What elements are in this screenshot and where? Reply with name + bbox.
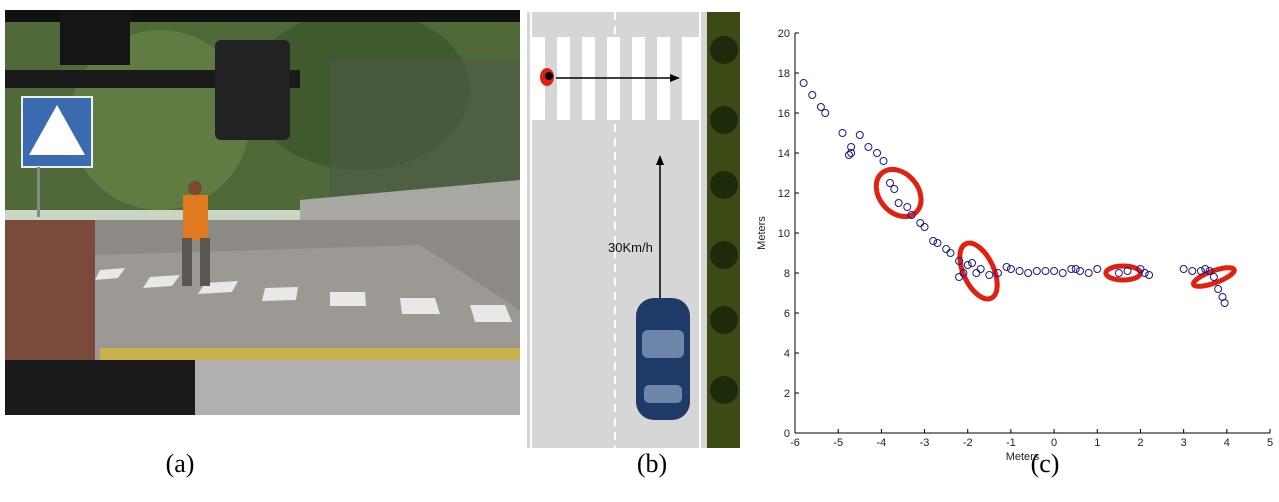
x-tick-label: 2 [1137, 437, 1143, 449]
point [968, 259, 977, 267]
point [894, 199, 903, 207]
photo [5, 10, 520, 415]
point [838, 129, 847, 137]
point [1205, 267, 1214, 275]
point [1196, 267, 1205, 275]
point [1006, 265, 1015, 273]
point [959, 269, 968, 277]
point [844, 151, 853, 159]
point [847, 149, 856, 157]
y-tick-label: 16 [778, 108, 790, 120]
y-tick-label: 12 [778, 188, 790, 200]
speed-label: 30Km/h [608, 240, 653, 255]
point [929, 237, 938, 245]
uncertainty-ellipse [1190, 265, 1237, 289]
caption: (a) [166, 449, 195, 478]
point [1015, 267, 1024, 275]
x-tick-label: -5 [833, 437, 843, 449]
point [993, 269, 1002, 277]
x-tick-label: 3 [1181, 437, 1187, 449]
point [1209, 273, 1218, 281]
point [1114, 269, 1123, 277]
point [1050, 267, 1059, 275]
x-axis-label: Meters [1006, 451, 1040, 463]
point [985, 271, 994, 279]
caption: (b) [637, 449, 667, 478]
point [907, 211, 916, 219]
y-tick-label: 20 [778, 28, 790, 40]
y-tick-label: 6 [784, 308, 790, 320]
point [955, 257, 964, 265]
point [972, 269, 981, 277]
x-tick-label: -3 [920, 437, 930, 449]
point [1032, 267, 1041, 275]
point [1214, 285, 1223, 293]
x-tick-label: 1 [1094, 437, 1100, 449]
x-tick-label: -4 [876, 437, 886, 449]
y-axis-label: Meters [756, 216, 768, 250]
point [816, 103, 825, 111]
point [799, 79, 808, 87]
point [1024, 269, 1033, 277]
point [1145, 271, 1154, 279]
x-tick-label: 4 [1224, 437, 1230, 449]
point [1067, 265, 1076, 273]
y-tick-label: 4 [784, 348, 790, 360]
scatter-chart: -6 -5 -4 -3 -2 -1 0 1 2 3 4 502468101214161820Meter… [756, 28, 1273, 463]
point [1179, 265, 1188, 273]
point [963, 261, 972, 269]
point [1084, 269, 1093, 277]
point [933, 239, 942, 247]
point [1076, 267, 1084, 275]
x-tick-label: 5 [1267, 437, 1273, 449]
y-tick-label: 18 [778, 68, 790, 80]
y-tick-label: 10 [778, 228, 790, 240]
point [890, 185, 899, 193]
y-tick-label: 8 [784, 268, 790, 280]
point [886, 179, 894, 187]
point [976, 265, 985, 273]
point [920, 223, 929, 231]
point [1136, 265, 1145, 273]
road-diagram: 30Km/h [527, 12, 740, 448]
point [1220, 299, 1229, 307]
point [879, 157, 888, 165]
point [1140, 269, 1149, 277]
y-tick-label: 14 [778, 148, 790, 160]
point [1201, 265, 1210, 273]
point [1071, 265, 1080, 273]
point [942, 245, 951, 253]
point [1123, 267, 1132, 275]
point [946, 249, 955, 257]
caption: (c) [1031, 449, 1060, 478]
x-tick-label: -1 [1006, 437, 1016, 449]
x-tick-label: 0 [1051, 437, 1057, 449]
uncertainty-ellipse [1103, 263, 1143, 283]
point [821, 109, 830, 117]
point [855, 131, 864, 139]
x-tick-label: -6 [790, 437, 800, 449]
y-tick-label: 2 [784, 388, 790, 400]
point [955, 273, 964, 281]
point [873, 149, 882, 157]
uncertainty-ellipse [957, 240, 1000, 302]
point [1093, 265, 1102, 273]
point [1041, 267, 1050, 275]
point [847, 143, 856, 151]
uncertainty-ellipse [873, 166, 924, 220]
point [808, 91, 817, 99]
point [903, 203, 912, 211]
y-tick-label: 0 [784, 428, 790, 440]
point [1002, 263, 1011, 271]
point [916, 219, 925, 227]
x-tick-label: -2 [963, 437, 973, 449]
point [1188, 267, 1197, 275]
point [1058, 269, 1067, 277]
point [864, 143, 873, 151]
